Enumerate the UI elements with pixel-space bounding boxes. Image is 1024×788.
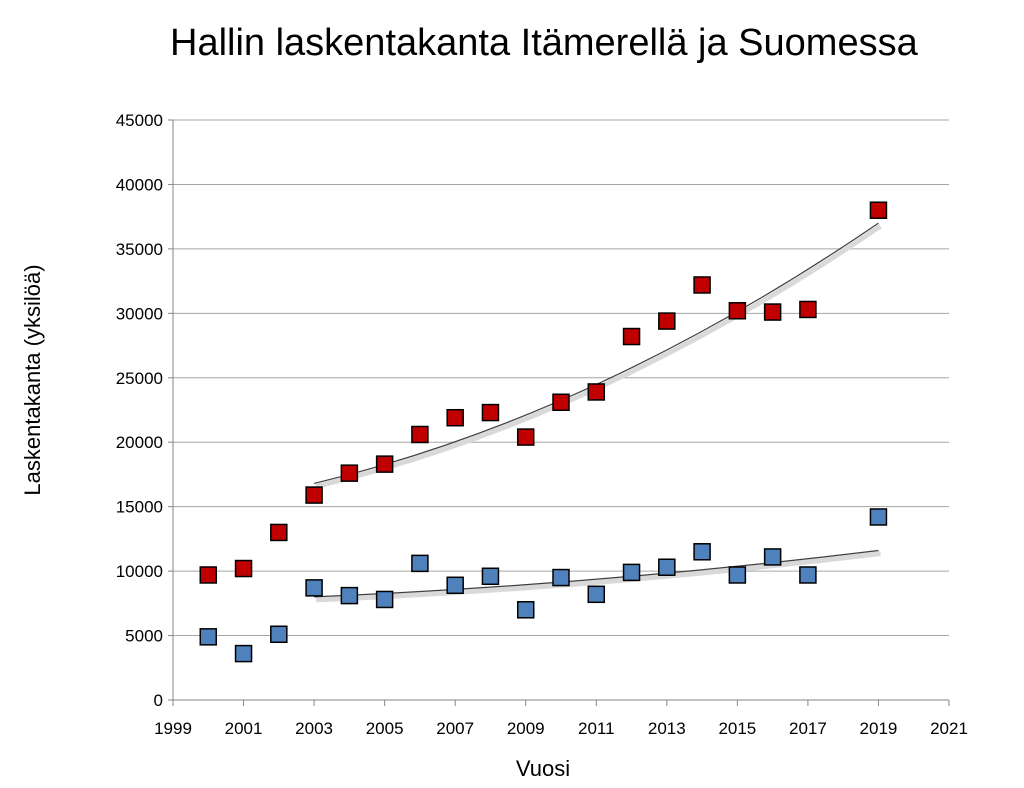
data-point-red [587, 383, 606, 401]
data-points [199, 201, 888, 663]
data-point-red [375, 455, 394, 473]
y-tick-label: 40000 [116, 175, 163, 194]
data-point-red [270, 523, 288, 542]
y-tick-label: 20000 [116, 433, 163, 452]
data-point-blue [869, 508, 888, 526]
y-tick-label: 45000 [116, 111, 163, 130]
x-tick-label: 2019 [860, 719, 898, 738]
data-point-red [728, 302, 747, 320]
trendline [313, 222, 879, 485]
data-point-blue [658, 558, 676, 576]
trendline-shadow [315, 551, 881, 603]
trendline-shadow [315, 224, 882, 489]
y-tick-label: 35000 [116, 240, 163, 259]
chart-title: Hallin laskentakanta Itämerellä ja Suome… [170, 22, 918, 64]
data-point-blue [763, 548, 782, 566]
x-tick-label: 2011 [578, 719, 615, 738]
data-point-blue [481, 567, 500, 586]
data-point-red [340, 464, 359, 482]
y-tick-label: 10000 [116, 562, 163, 581]
x-tick-label: 2021 [930, 719, 968, 738]
y-tick-label: 25000 [116, 369, 163, 388]
x-tick-label: 2005 [366, 719, 404, 738]
data-point-red [799, 300, 817, 319]
x-tick-label: 2001 [225, 719, 263, 738]
y-tick-label: 5000 [125, 627, 163, 646]
data-point-blue [234, 644, 253, 663]
data-point-blue [305, 579, 323, 597]
x-tick-label: 2007 [436, 719, 474, 738]
data-point-blue [552, 568, 570, 587]
trendlines [313, 222, 882, 603]
x-tick-label: 2003 [295, 719, 333, 738]
y-axis-title: Laskentakanta (yksilöä) [20, 264, 45, 495]
data-point-blue [411, 554, 429, 573]
data-point-red [869, 201, 888, 219]
data-point-red [446, 408, 464, 427]
x-tick-label: 2009 [507, 719, 545, 738]
x-tick-label: 1999 [154, 719, 192, 738]
tick-labels: 0 5000 10000 15000 20000 25000 30000 35000 40000… [116, 111, 968, 738]
data-point-red [305, 486, 323, 504]
data-point-blue [375, 590, 394, 609]
data-point-blue [270, 625, 288, 644]
axes [168, 119, 950, 706]
data-point-blue [199, 628, 218, 646]
x-axis-title: Vuosi [516, 756, 570, 781]
data-point-red [516, 428, 535, 446]
data-point-blue [693, 543, 711, 561]
data-point-blue [622, 563, 641, 582]
data-point-blue [516, 601, 535, 619]
x-tick-label: 2015 [718, 719, 756, 738]
data-point-red [658, 312, 676, 330]
data-point-red [763, 303, 782, 321]
y-tick-label: 15000 [116, 498, 163, 517]
data-point-blue [340, 586, 359, 605]
data-point-red [199, 566, 218, 584]
data-point-blue [799, 566, 817, 584]
data-point-red [622, 327, 641, 346]
x-tick-label: 2013 [648, 719, 686, 738]
data-point-red [411, 425, 429, 444]
x-tick-label: 2017 [789, 719, 827, 738]
data-point-red [481, 403, 500, 422]
data-point-red [234, 559, 253, 578]
y-tick-label: 30000 [116, 304, 163, 323]
data-point-red [552, 393, 570, 412]
data-point-blue [446, 576, 464, 595]
data-point-blue [728, 566, 747, 584]
y-tick-label: 0 [154, 691, 163, 710]
data-point-red [693, 276, 711, 294]
data-point-blue [587, 585, 606, 604]
